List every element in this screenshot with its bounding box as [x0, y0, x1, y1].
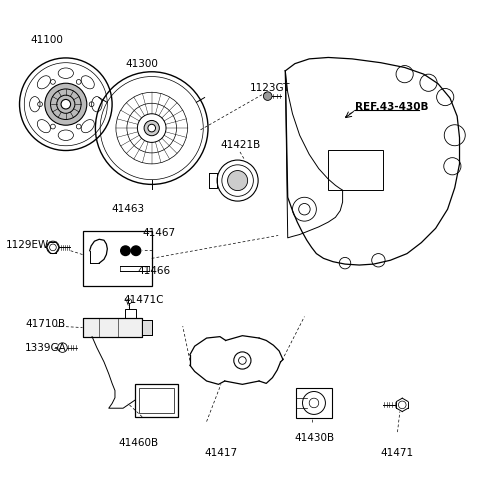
Text: 41710B: 41710B: [25, 318, 65, 329]
Text: 41471C: 41471C: [123, 295, 164, 305]
Bar: [328, 149, 383, 190]
Circle shape: [120, 246, 130, 255]
Circle shape: [131, 246, 141, 255]
Bar: [296, 388, 332, 418]
Bar: [83, 231, 152, 286]
Circle shape: [61, 99, 71, 109]
Bar: [83, 318, 142, 337]
Bar: [125, 309, 136, 318]
Circle shape: [228, 171, 248, 191]
Bar: [142, 320, 152, 335]
Text: 41460B: 41460B: [118, 438, 158, 448]
Circle shape: [45, 83, 87, 125]
Bar: [142, 320, 152, 335]
Text: REF.43-430B: REF.43-430B: [355, 101, 428, 112]
Circle shape: [264, 92, 272, 100]
Text: 1129EW: 1129EW: [6, 240, 49, 250]
Text: 41467: 41467: [142, 228, 175, 238]
Text: 1123GT: 1123GT: [250, 82, 290, 93]
Text: 41417: 41417: [204, 447, 237, 458]
Text: 41466: 41466: [137, 266, 170, 276]
Text: 1339GA: 1339GA: [25, 343, 67, 353]
Circle shape: [148, 124, 156, 132]
Text: 41463: 41463: [111, 204, 144, 214]
Bar: [139, 388, 174, 413]
Circle shape: [144, 121, 159, 136]
Text: 41421B: 41421B: [221, 140, 261, 150]
Bar: [135, 384, 178, 417]
Text: 41471: 41471: [381, 447, 414, 458]
Text: 41100: 41100: [30, 35, 63, 45]
Text: 41300: 41300: [125, 59, 158, 69]
Bar: [83, 318, 142, 337]
Text: 41430B: 41430B: [295, 433, 335, 443]
